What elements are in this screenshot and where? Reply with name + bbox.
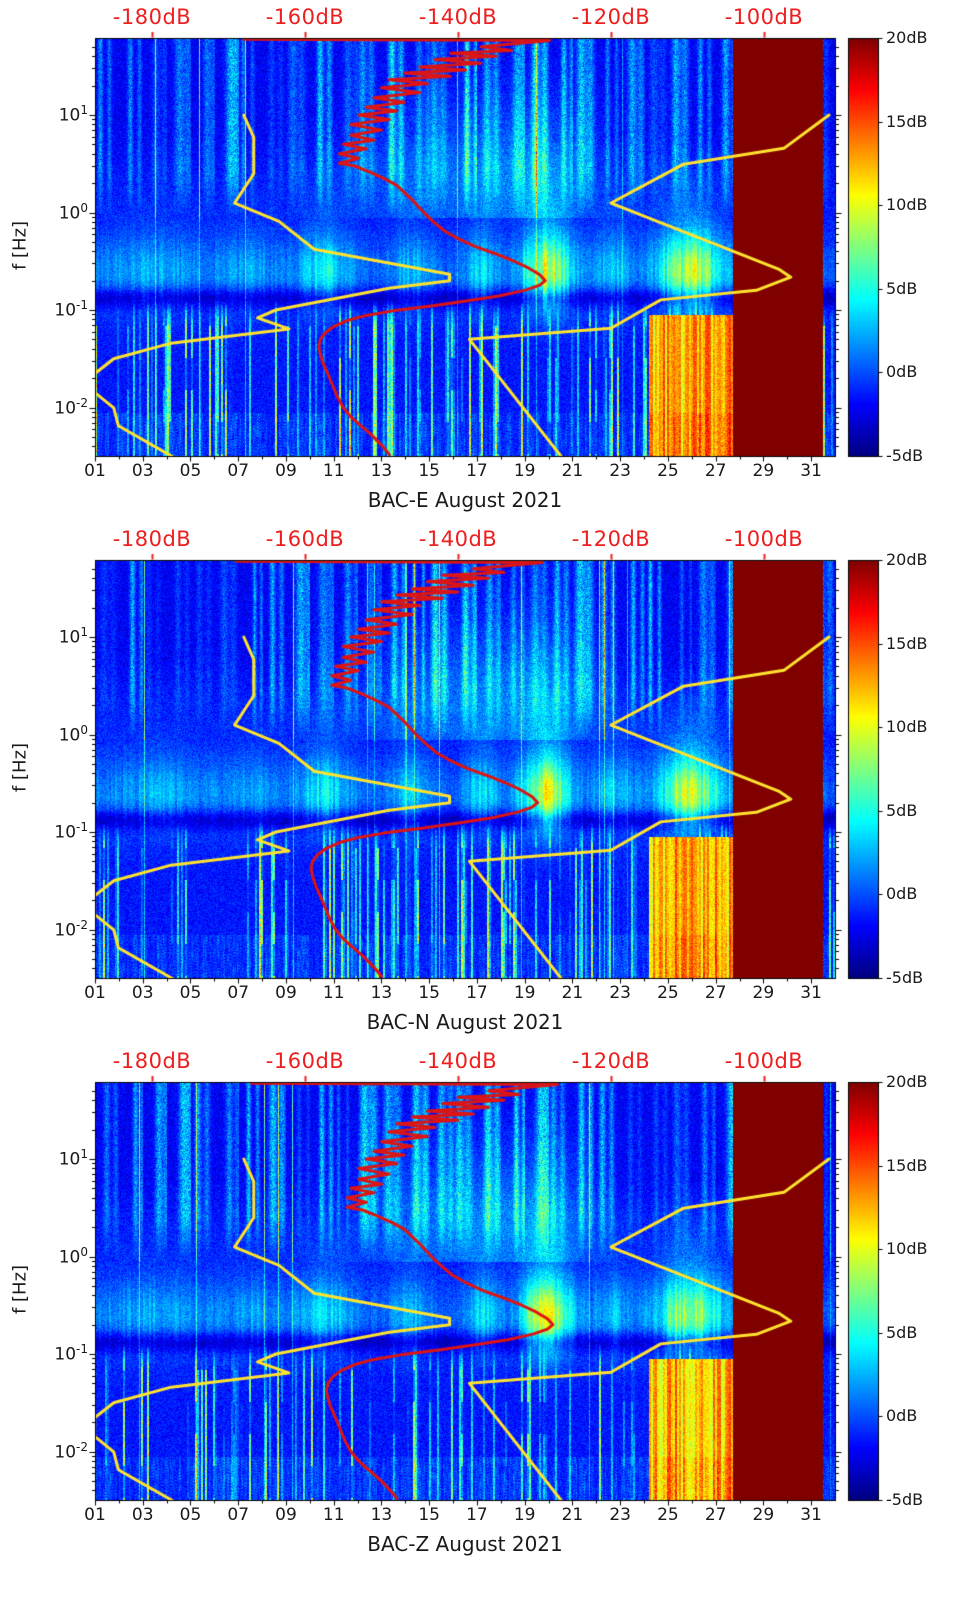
spectrogram-canvas-bac-n bbox=[0, 522, 962, 1044]
y-axis-label: f [Hz] bbox=[9, 1264, 31, 1315]
panel-title: BAC-Z August 2021 bbox=[367, 1532, 563, 1556]
y-axis-label: f [Hz] bbox=[9, 220, 31, 271]
spectrogram-canvas-bac-z bbox=[0, 1044, 962, 1566]
panel-title: BAC-N August 2021 bbox=[366, 1010, 564, 1034]
y-axis-label: f [Hz] bbox=[9, 742, 31, 793]
spectrogram-panel-bac-n: -180dB -160dB -140dB -120dB -100dB 01 03 05 07 09… bbox=[0, 522, 962, 1044]
panel-title: BAC-E August 2021 bbox=[367, 488, 563, 512]
spectrogram-panel-bac-z: -180dB -160dB -140dB -120dB -100dB 01 03 05 07 09… bbox=[0, 1044, 962, 1599]
spectrogram-panel-bac-e: -180dB -160dB -140dB -120dB -100dB 01 03 05 07 09… bbox=[0, 0, 962, 522]
spectrogram-canvas-bac-e bbox=[0, 0, 962, 522]
